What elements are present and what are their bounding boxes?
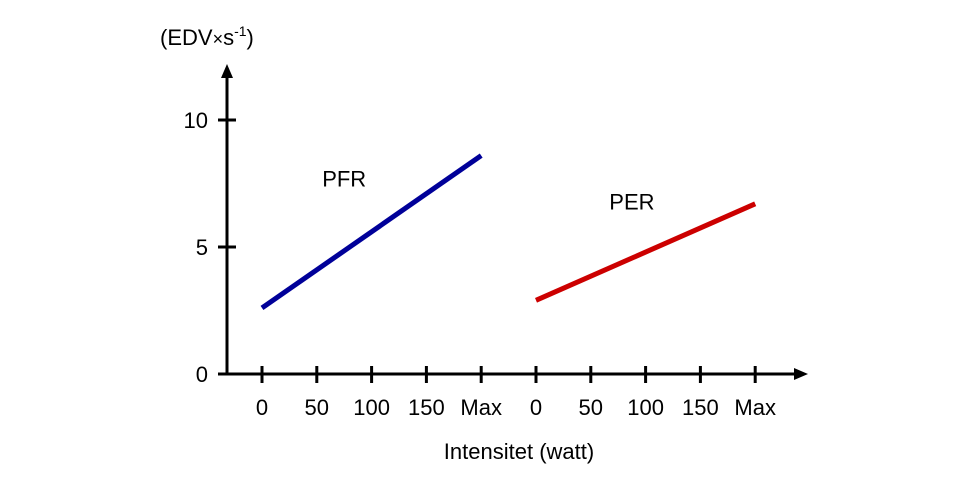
x-ticks: 0 50 100 150 Max 0 50 100 150 Max	[256, 366, 776, 420]
x-axis-arrow	[794, 368, 808, 380]
series-line-pfr	[260, 153, 483, 311]
y-axis-title-suffix: )	[247, 25, 254, 50]
x-axis-title: Intensitet (watt)	[444, 439, 594, 464]
series-label-per: PER	[609, 189, 654, 214]
x-tick-label: 50	[579, 395, 603, 420]
y-axis-arrow	[221, 64, 233, 78]
y-axis-title-times: ×	[213, 29, 224, 49]
x-tick-label: 100	[353, 395, 390, 420]
x-tick-label: Max	[460, 395, 502, 420]
x-tick-label: 0	[530, 395, 542, 420]
y-tick-label: 0	[196, 362, 208, 387]
y-tick-label: 10	[184, 108, 208, 133]
y-axis-title: (EDV×s-1)	[160, 23, 254, 50]
series-label-pfr: PFR	[322, 166, 366, 191]
x-tick-label: 0	[256, 395, 268, 420]
y-axis-title-unit: s	[223, 25, 234, 50]
x-tick-label: 50	[305, 395, 329, 420]
series-line-per	[534, 201, 757, 303]
x-tick-label: Max	[734, 395, 776, 420]
y-axis-title-exponent: -1	[234, 23, 247, 39]
y-axis-title-prefix: (EDV	[160, 25, 213, 50]
y-ticks: 0 5 10	[184, 108, 236, 387]
series-lines: PFR PER	[260, 153, 757, 311]
x-tick-label: 150	[408, 395, 445, 420]
y-tick-label: 5	[196, 235, 208, 260]
x-tick-label: 100	[627, 395, 664, 420]
x-tick-label: 150	[682, 395, 719, 420]
